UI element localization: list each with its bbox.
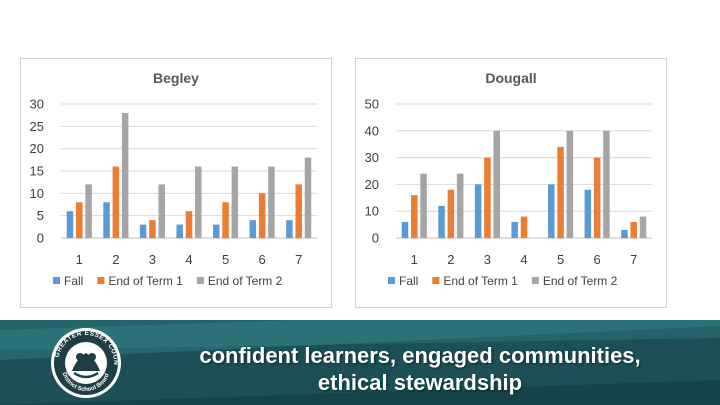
dougall-bar-end-of-term-2 (456, 173, 464, 238)
begley-bar-fall (249, 220, 257, 238)
dougall-bar-fall (438, 205, 445, 238)
begley-bar-end-of-term-1 (258, 193, 266, 238)
dougall-y-tick-label: 30 (365, 150, 379, 165)
dougall-bar-end-of-term-2 (603, 130, 610, 238)
dougall-bar-fall (548, 184, 555, 238)
dougall-x-tick-label: 1 (411, 252, 418, 267)
begley-x-tick-label: 3 (149, 252, 156, 267)
begley-x-tick-label: 1 (76, 252, 83, 267)
begley-legend-swatch-end-of-term-2 (196, 277, 204, 284)
begley-x-tick-label: 2 (112, 252, 119, 267)
dougall-bar-end-of-term-1 (593, 157, 601, 238)
dougall-y-tick-label: 10 (365, 204, 379, 219)
begley-x-tick-label: 4 (185, 252, 192, 267)
dougall-bar-end-of-term-1 (447, 189, 455, 238)
begley-legend-swatch-end-of-term-1 (97, 277, 105, 284)
begley-y-tick-label: 30 (30, 97, 44, 112)
dougall-bar-end-of-term-1 (484, 157, 491, 238)
begley-bar-fall (213, 224, 220, 238)
dougall-bar-end-of-term-1 (411, 195, 418, 238)
begley-bar-end-of-term-1 (112, 166, 120, 238)
dougall-y-tick-label: 40 (365, 123, 379, 138)
dougall-bar-fall (511, 221, 518, 238)
dougall-bar-end-of-term-2 (420, 173, 427, 238)
dougall-x-tick-label: 3 (484, 252, 491, 267)
begley-y-tick-label: 25 (30, 119, 44, 134)
dougall-legend-label-fall: Fall (399, 274, 418, 288)
dougall-bar-end-of-term-2 (639, 216, 647, 238)
dougall-y-tick-label: 20 (365, 177, 379, 192)
begley-y-tick-label: 15 (30, 164, 44, 179)
dougall-legend-swatch-end-of-term-1 (432, 277, 440, 284)
begley-bar-end-of-term-2 (158, 184, 165, 238)
begley-bar-end-of-term-2 (195, 166, 202, 238)
begley-bar-end-of-term-1 (295, 184, 302, 238)
begley-bar-end-of-term-2 (121, 112, 129, 238)
begley-y-tick-label: 10 (30, 186, 44, 201)
dougall-bar-fall (474, 184, 482, 238)
begley-bar-end-of-term-1 (185, 211, 193, 238)
dougall-x-tick-label: 6 (594, 252, 601, 267)
dougall-bar-end-of-term-2 (493, 130, 500, 238)
begley-bar-end-of-term-2 (231, 166, 239, 238)
dougall-bar-end-of-term-1 (557, 146, 564, 238)
dougall-bar-fall (584, 189, 592, 238)
dougall-legend-swatch-end-of-term-2 (531, 277, 539, 284)
begley-x-tick-label: 6 (259, 252, 266, 267)
begley-legend-label-fall: Fall (64, 274, 83, 288)
slogan-line-1: confident learners, engaged communities, (199, 343, 641, 368)
begley-bar-fall (286, 220, 293, 238)
begley-bar-end-of-term-2 (304, 157, 312, 238)
begley-legend-label-end-of-term-2: End of Term 2 (208, 274, 283, 288)
slogan-line-2: ethical stewardship (317, 370, 523, 395)
begley-x-tick-label: 5 (222, 252, 229, 267)
dougall-x-tick-label: 5 (557, 252, 564, 267)
dougall-legend-label-end-of-term-2: End of Term 2 (543, 274, 618, 288)
begley-bar-fall (103, 202, 110, 238)
begley-bar-end-of-term-2 (85, 184, 92, 238)
school-board-seal-logo: GREATER ESSEX COUNTY District School Boa… (50, 327, 121, 398)
begley-bar-end-of-term-1 (149, 220, 156, 238)
begley-chart-canvas: Begley 0 5 10 15 20 25 30 1 2 3 4 5 6 7 Fall End of Term… (30, 70, 317, 288)
begley-bar-fall (176, 224, 183, 238)
dougall-legend-swatch-fall (388, 277, 395, 284)
begley-chart: Begley 0 5 10 15 20 25 30 1 2 3 4 5 6 7 Fall End of Term… (20, 58, 332, 308)
dougall-bar-end-of-term-1 (520, 216, 528, 238)
dougall-bar-fall (401, 221, 409, 238)
dougall-x-tick-label: 4 (520, 252, 527, 267)
dougall-chart-canvas: Dougall 0 10 20 30 40 50 1 2 3 4 5 6 7 Fall End of Term… (365, 70, 652, 288)
dougall-x-tick-label: 2 (447, 252, 454, 267)
begley-bar-end-of-term-1 (222, 202, 229, 238)
dougall-y-tick-label: 50 (365, 97, 379, 112)
begley-legend-swatch-fall (53, 277, 60, 284)
dougall-legend-label-end-of-term-1: End of Term 1 (443, 274, 518, 288)
begley-bar-end-of-term-1 (76, 202, 83, 238)
begley-y-tick-label: 5 (37, 208, 44, 223)
begley-y-tick-label: 0 (37, 231, 44, 246)
begley-bar-end-of-term-2 (268, 166, 275, 238)
begley-bar-fall (139, 224, 147, 238)
dougall-bar-fall (621, 229, 628, 238)
begley-y-tick-label: 20 (30, 141, 44, 156)
dougall-y-tick-label: 0 (372, 231, 379, 246)
dougall-bar-end-of-term-2 (566, 130, 574, 238)
begley-x-tick-label: 7 (295, 252, 302, 267)
dougall-x-tick-label: 7 (630, 252, 637, 267)
dougall-chart-title: Dougall (485, 70, 536, 86)
begley-legend-label-end-of-term-1: End of Term 1 (108, 274, 183, 288)
dougall-bar-end-of-term-1 (630, 221, 637, 238)
begley-bar-fall (66, 211, 74, 238)
begley-chart-title: Begley (153, 70, 199, 86)
dougall-chart: Dougall 0 10 20 30 40 50 1 2 3 4 5 6 7 Fall End of Term… (355, 58, 667, 308)
